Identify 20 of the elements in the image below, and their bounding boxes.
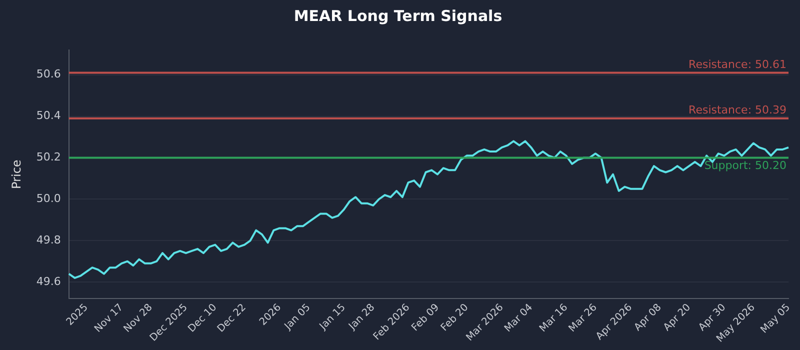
chart-title: MEAR Long Term Signals bbox=[294, 6, 502, 25]
ref-line-label: Resistance: 50.61 bbox=[688, 58, 787, 72]
y-tick-label: 50.4 bbox=[36, 109, 61, 122]
y-tick-label: 49.8 bbox=[36, 233, 61, 246]
y-tick-label: 49.6 bbox=[36, 274, 61, 288]
x-tick-label: Apr 08 bbox=[632, 302, 664, 334]
x-tick-label: Jan 15 bbox=[317, 302, 348, 333]
x-tick-label: Mar 04 bbox=[502, 302, 536, 334]
x-tick-label: Feb 09 bbox=[410, 302, 442, 334]
x-tick-label: Jan 05 bbox=[282, 302, 313, 333]
y-tick-label: 50.6 bbox=[36, 68, 61, 81]
y-tick-label: 50.2 bbox=[36, 150, 61, 164]
ref-line-label: Support: 50.20 bbox=[704, 159, 787, 172]
y-tick-label: 50.0 bbox=[36, 192, 61, 206]
x-tick-label: Dec 22 bbox=[216, 302, 248, 335]
y-axis-title: Price bbox=[9, 160, 24, 189]
x-tick-label: Apr 20 bbox=[662, 302, 694, 334]
x-tick-label: Jan 28 bbox=[346, 302, 378, 333]
ref-line-label: Resistance: 50.39 bbox=[688, 104, 787, 117]
x-tick-label: Feb 20 bbox=[439, 302, 471, 334]
